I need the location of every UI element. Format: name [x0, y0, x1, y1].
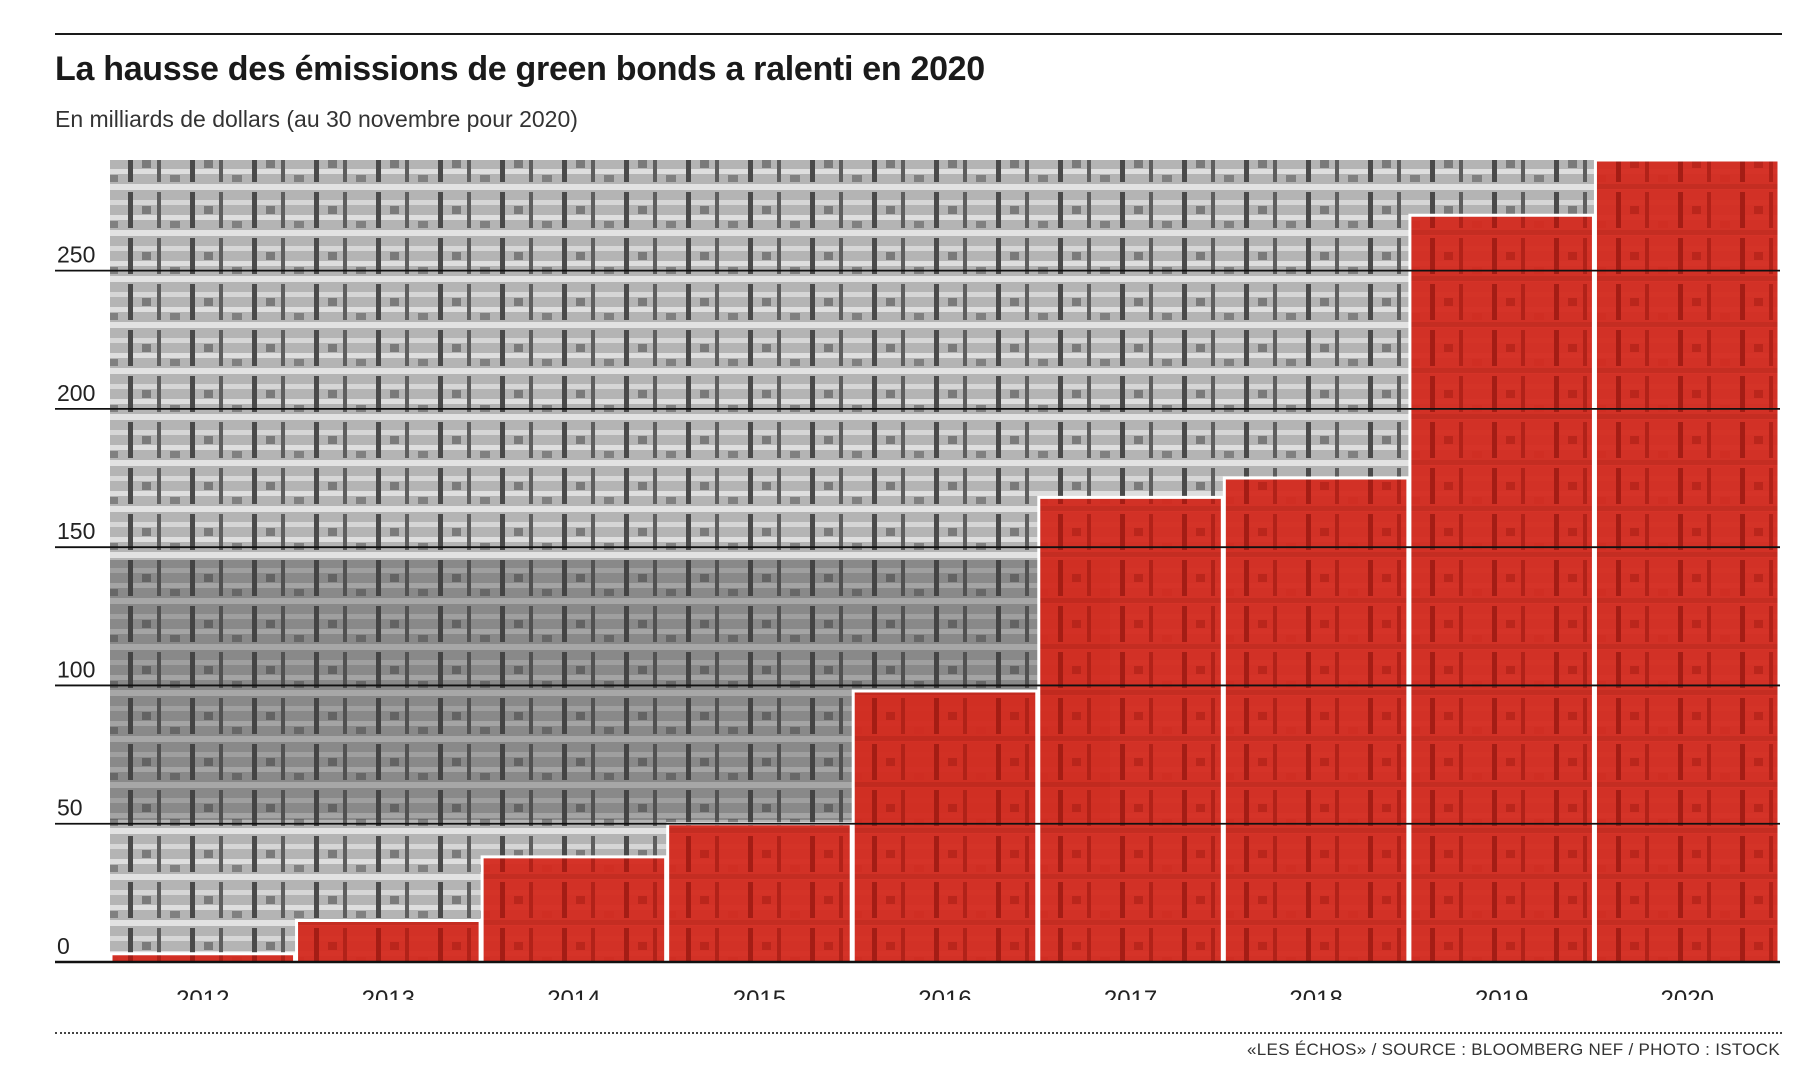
bars-group	[109, 158, 1781, 962]
y-axis-ticks: 0 50 100 150 200 250	[57, 242, 95, 959]
x-tick-label-2014: 2014	[547, 986, 600, 1000]
bottom-rule	[55, 1032, 1782, 1034]
bar-outline-2012	[109, 952, 297, 962]
bar-outline-2019	[1408, 213, 1595, 962]
x-axis-ticks: 2012 2013 2014 2015 2016 2017 2018 2019 2020	[176, 986, 1714, 1000]
x-tick-label-2016: 2016	[918, 986, 971, 1000]
y-tick-label: 50	[57, 795, 83, 821]
bar-2018	[1224, 478, 1408, 962]
bar-chart: 0 50 100 150 200 250 2012 2013 2014 2015 2016 2017…	[55, 158, 1781, 1000]
x-tick-label-2015: 2015	[733, 986, 786, 1000]
bar-2013	[296, 920, 481, 962]
x-tick-label-2020: 2020	[1661, 986, 1714, 1000]
top-rule	[55, 33, 1782, 35]
bar-2017	[1038, 497, 1223, 962]
y-tick-label: 100	[57, 656, 95, 682]
y-tick-label: 200	[57, 380, 95, 406]
y-tick-label: 0	[57, 933, 70, 959]
bar-2020	[1595, 160, 1779, 962]
bar-outline-2014	[480, 855, 668, 962]
bar-outline-2020	[1593, 158, 1781, 962]
y-tick-label: 150	[57, 518, 95, 544]
x-tick-label-2017: 2017	[1104, 986, 1157, 1000]
bar-outline-2016	[851, 689, 1039, 962]
bar-2019	[1409, 215, 1594, 962]
bar-2015	[667, 823, 852, 962]
gridlines	[55, 269, 1780, 964]
bar-outline-2013	[295, 919, 482, 962]
chart-subtitle: En milliards de dollars (au 30 novembre …	[55, 106, 578, 132]
bar-2012	[111, 953, 295, 962]
bar-2014	[482, 856, 666, 962]
bar-2016	[853, 690, 1037, 962]
x-tick-label-2019: 2019	[1475, 986, 1528, 1000]
x-tick-label-2018: 2018	[1289, 986, 1342, 1000]
x-tick-label-2012: 2012	[176, 986, 229, 1000]
source-credit: «LES ÉCHOS» / SOURCE : BLOOMBERG NEF / P…	[1247, 1040, 1780, 1059]
y-tick-label: 250	[57, 242, 95, 268]
bar-outline-2018	[1222, 476, 1410, 962]
bar-outline-2017	[1037, 495, 1224, 962]
x-tick-label-2013: 2013	[362, 986, 415, 1000]
chart-title: La hausse des émissions de green bonds a…	[55, 50, 985, 88]
